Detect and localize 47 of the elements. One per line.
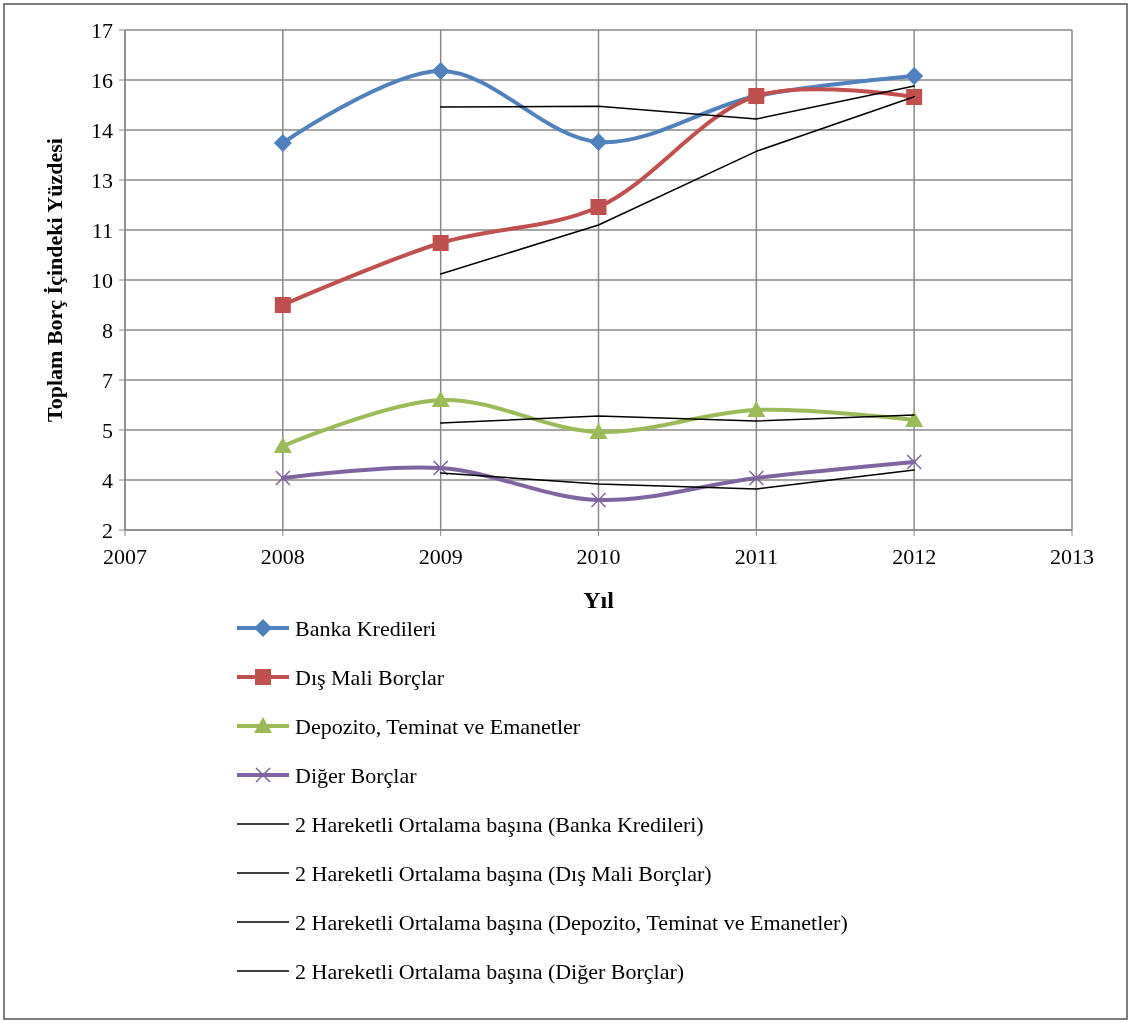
point [906, 454, 922, 470]
point [273, 437, 292, 453]
x-tick-label: 2007 [103, 544, 147, 569]
legend-label: 2 Hareketli Ortalama başına (Dış Mali Borçlar) [295, 860, 712, 886]
point [748, 470, 765, 486]
x-tick-label: 2010 [576, 544, 621, 569]
point [905, 411, 924, 427]
legend-label: 2 Hareketli Ortalama başına (Diğer Borçlar) [295, 958, 685, 984]
point [431, 391, 450, 407]
x-axis-title: Yıl [583, 587, 615, 613]
point [906, 89, 923, 105]
y-tick-label: 8 [102, 317, 113, 343]
y-tick-label: 5 [102, 417, 113, 443]
legend-label: Banka Kredileri [295, 615, 437, 641]
legend-label: 2 Hareketli Ortalama başına (Banka Kredileri) [295, 811, 704, 837]
y-tick-label: 14 [91, 117, 113, 143]
point [275, 470, 291, 486]
point [589, 133, 608, 151]
y-tick-label: 10 [91, 267, 113, 293]
point [747, 401, 766, 417]
y-tick-label: 17 [91, 17, 113, 43]
point [431, 62, 450, 80]
y-tick-label: 4 [102, 467, 113, 493]
point [274, 297, 291, 313]
legend-label: 2 Hareketli Ortalama başına (Depozito, Teminat ve Emanetler) [295, 909, 848, 935]
point [273, 134, 292, 152]
x-tick-label: 2008 [260, 544, 305, 569]
y-tick-label: 16 [91, 67, 113, 93]
y-tick-label: 7 [102, 367, 113, 393]
x-tick-label: 2012 [892, 544, 937, 569]
point [589, 423, 608, 439]
x-tick-label: 2009 [418, 544, 463, 569]
point [432, 460, 449, 476]
y-tick-label: 13 [91, 167, 113, 193]
legend-label: Diğer Borçlar [295, 762, 418, 788]
x-tick-label: 2013 [1050, 544, 1094, 569]
legend-label: Depozito, Teminat ve Emanetler [295, 713, 581, 739]
legend-label: Dış Mali Borçlar [295, 664, 445, 690]
y-axis-title: Toplam Borç İçindeki Yüzdesi [42, 138, 67, 422]
point [905, 67, 924, 85]
y-tick-label: 2 [102, 517, 113, 543]
point [590, 492, 607, 508]
x-tick-label: 2011 [734, 544, 778, 569]
point [432, 235, 449, 251]
line-series [439, 469, 915, 490]
y-tick-label: 11 [91, 217, 113, 243]
point [590, 199, 607, 215]
